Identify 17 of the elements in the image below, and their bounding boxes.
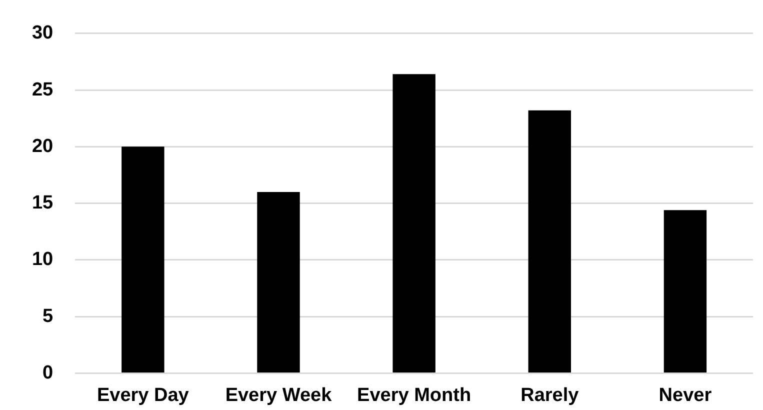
y-tick-label: 25 <box>32 79 54 100</box>
y-tick-label: 15 <box>32 192 54 214</box>
y-tick-label: 5 <box>42 306 54 327</box>
bar <box>257 192 300 372</box>
bar <box>122 146 164 372</box>
x-tick-label: Every Week <box>225 384 332 406</box>
x-tick-label: Every Month <box>357 384 472 406</box>
x-tick-label: Never <box>658 384 712 406</box>
y-tick-label: 10 <box>32 249 54 270</box>
x-tick-label: Rarely <box>520 384 580 406</box>
bar <box>528 110 571 372</box>
y-tick-label: 20 <box>32 136 54 157</box>
y-tick-label: 0 <box>42 362 54 384</box>
bar <box>664 210 707 372</box>
y-tick-label: 30 <box>32 22 54 44</box>
x-tick-label: Every Day <box>96 384 190 406</box>
bar <box>392 74 436 372</box>
